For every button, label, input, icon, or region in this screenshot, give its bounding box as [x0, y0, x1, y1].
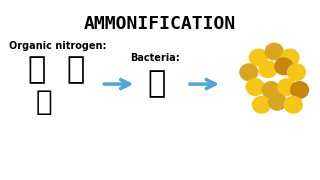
- Circle shape: [250, 49, 267, 66]
- Circle shape: [240, 64, 258, 80]
- Text: 🌿: 🌿: [148, 70, 166, 99]
- Text: 🍂: 🍂: [67, 55, 85, 84]
- Circle shape: [259, 61, 277, 78]
- Circle shape: [281, 49, 299, 66]
- Circle shape: [268, 94, 286, 110]
- Circle shape: [288, 64, 305, 80]
- Circle shape: [278, 79, 296, 95]
- Circle shape: [275, 58, 292, 75]
- Circle shape: [262, 82, 280, 98]
- Text: 💩: 💩: [27, 55, 45, 84]
- Text: Bacteria:: Bacteria:: [130, 53, 180, 63]
- Circle shape: [252, 96, 270, 113]
- Circle shape: [246, 79, 264, 95]
- Text: Organic nitrogen:: Organic nitrogen:: [9, 41, 107, 51]
- Circle shape: [265, 43, 283, 60]
- Circle shape: [284, 96, 302, 113]
- Text: AMMONIFICATION: AMMONIFICATION: [84, 15, 236, 33]
- Text: 🐀: 🐀: [36, 88, 52, 116]
- Circle shape: [291, 82, 308, 98]
